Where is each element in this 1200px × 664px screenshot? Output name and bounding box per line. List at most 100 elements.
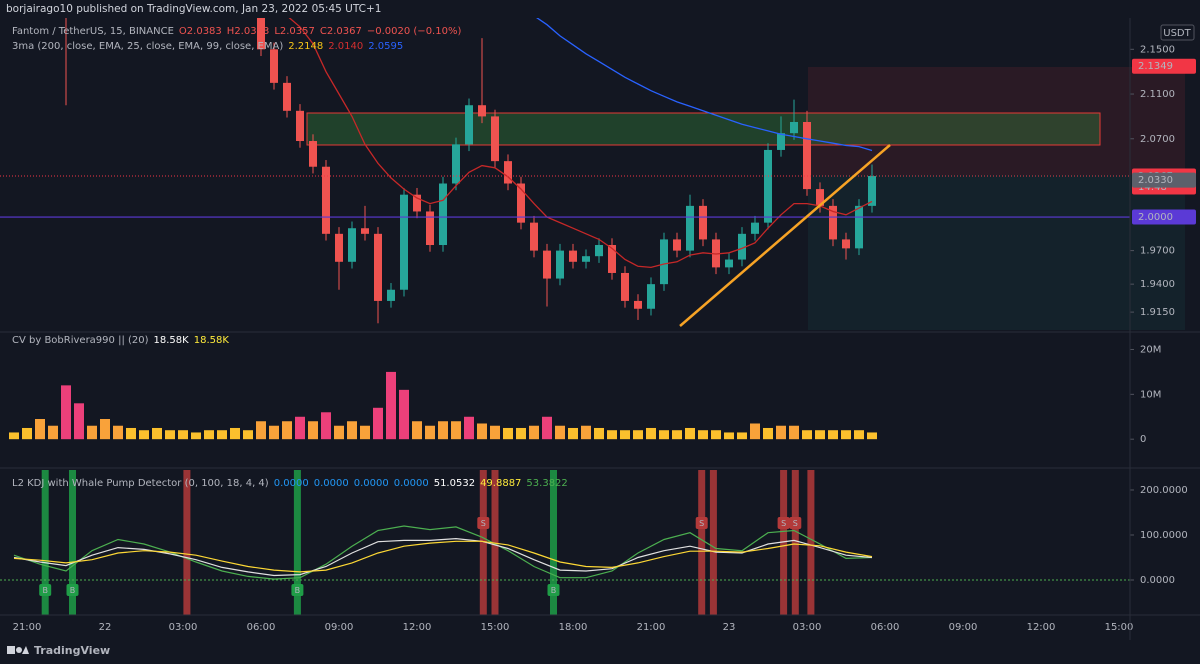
volume-bar [256, 421, 267, 440]
y-tick-label: 0 [1140, 434, 1146, 445]
volume-bar [152, 427, 163, 440]
signal-bar [41, 470, 49, 615]
candle-body [855, 205, 864, 249]
signal-tag [789, 517, 802, 529]
signal-label: S [781, 519, 786, 528]
candle-body [309, 141, 318, 167]
volume-bar [555, 425, 566, 440]
y-tick-label: 20M [1140, 344, 1161, 355]
volume-bar [776, 425, 787, 440]
ohlc-value: L2.0357 [274, 26, 315, 37]
y-tick-label: 2.1100 [1140, 89, 1175, 100]
volume-bar [464, 416, 475, 440]
legend-value: 0.0000 [273, 478, 309, 489]
candle-body [400, 194, 409, 290]
signal-label: B [70, 586, 76, 595]
legend-value: 0.0000 [353, 478, 389, 489]
candle-body [816, 189, 825, 206]
volume-bar [100, 419, 111, 440]
price-pane [0, 18, 1130, 324]
volume-bar [230, 427, 241, 440]
y-tick-label: 200.0000 [1140, 485, 1188, 496]
ohlc: O2.0383 H2.0383 L2.0357 C2.0367 −0.0020 (−0.… [179, 26, 466, 37]
volume-bar [854, 430, 865, 440]
candle-body [569, 250, 578, 262]
legend-value: 18.58K [153, 335, 189, 346]
volume-bar [828, 430, 839, 440]
signal-bar [791, 470, 799, 615]
y-tick-label: 1.9150 [1140, 307, 1175, 318]
supply-zone [306, 112, 1101, 146]
volume-bar [516, 427, 527, 440]
candle-body [322, 166, 331, 234]
signal-label: B [295, 586, 301, 595]
volume-bar [659, 430, 670, 440]
stop-zone [808, 67, 1185, 175]
volume-bar [581, 425, 592, 440]
signal-tag [66, 584, 79, 596]
x-tick-label: 21:00 [13, 622, 42, 633]
candle-body [829, 205, 838, 240]
x-tick-label: 18:00 [559, 622, 588, 633]
ma-line [288, 18, 873, 269]
x-tick-label: 23 [723, 622, 736, 633]
signal-bar [183, 470, 191, 615]
volume-bar [490, 425, 501, 440]
volume-bar [243, 430, 254, 440]
x-tick-label: 12:00 [403, 622, 432, 633]
currency: USDT [1163, 28, 1191, 39]
x-tick-label: 03:00 [169, 622, 198, 633]
x-tick-label: 21:00 [637, 622, 666, 633]
volume-bar [867, 432, 878, 440]
candle-body [426, 211, 435, 246]
signal-tag [291, 584, 304, 596]
volume-bar [568, 427, 579, 440]
y-tick-label: 0.0000 [1140, 575, 1175, 586]
price-badge-label: 2.0330 [1138, 175, 1173, 186]
price-badge [1132, 58, 1196, 74]
price-badge [1132, 209, 1196, 225]
candle-body [491, 116, 500, 162]
candle-body [868, 176, 877, 206]
candle-body [673, 239, 682, 251]
volume-bar [672, 430, 683, 440]
x-tick-label: 06:00 [871, 622, 900, 633]
x-tick-label: 03:00 [793, 622, 822, 633]
y-tick-label: 10M [1140, 389, 1161, 400]
volume-bar [48, 425, 59, 440]
x-tick-label: 15:00 [481, 622, 510, 633]
ma-value: 2.2148 [288, 41, 324, 52]
candle-body [530, 222, 539, 251]
ohlc-value: C2.0367 [319, 26, 362, 37]
legend-value: 0.0000 [313, 478, 349, 489]
candle-body [517, 183, 526, 223]
candle-body [452, 144, 461, 184]
candle-body [543, 250, 552, 279]
signal-bar [698, 470, 706, 615]
volume-bar [529, 425, 540, 440]
volume-bar [282, 421, 293, 440]
volume-bar [802, 430, 813, 440]
volume-bar [22, 427, 33, 440]
candle-body [335, 233, 344, 262]
kdj-values: 0.0000 0.0000 0.0000 0.0000 51.0532 49.8887 53… [274, 478, 573, 489]
volume-bar [9, 432, 20, 440]
trend-line [679, 144, 891, 327]
signal-bar [550, 470, 558, 615]
volume-bar [685, 427, 696, 440]
ma-value: 2.0595 [368, 41, 404, 52]
candle-body [439, 183, 448, 246]
volume-bar [269, 425, 280, 440]
signal-bar [479, 470, 487, 615]
candle-body [699, 205, 708, 240]
target-zone [808, 175, 1185, 330]
y-tick-label: 1.9700 [1140, 246, 1175, 257]
volume-bar [126, 427, 137, 440]
volume-values: 18.58K 18.58K [154, 335, 234, 346]
candle-body [348, 228, 357, 262]
volume-bar [542, 416, 553, 440]
currency-box [1160, 24, 1195, 41]
candle-body [751, 222, 760, 234]
